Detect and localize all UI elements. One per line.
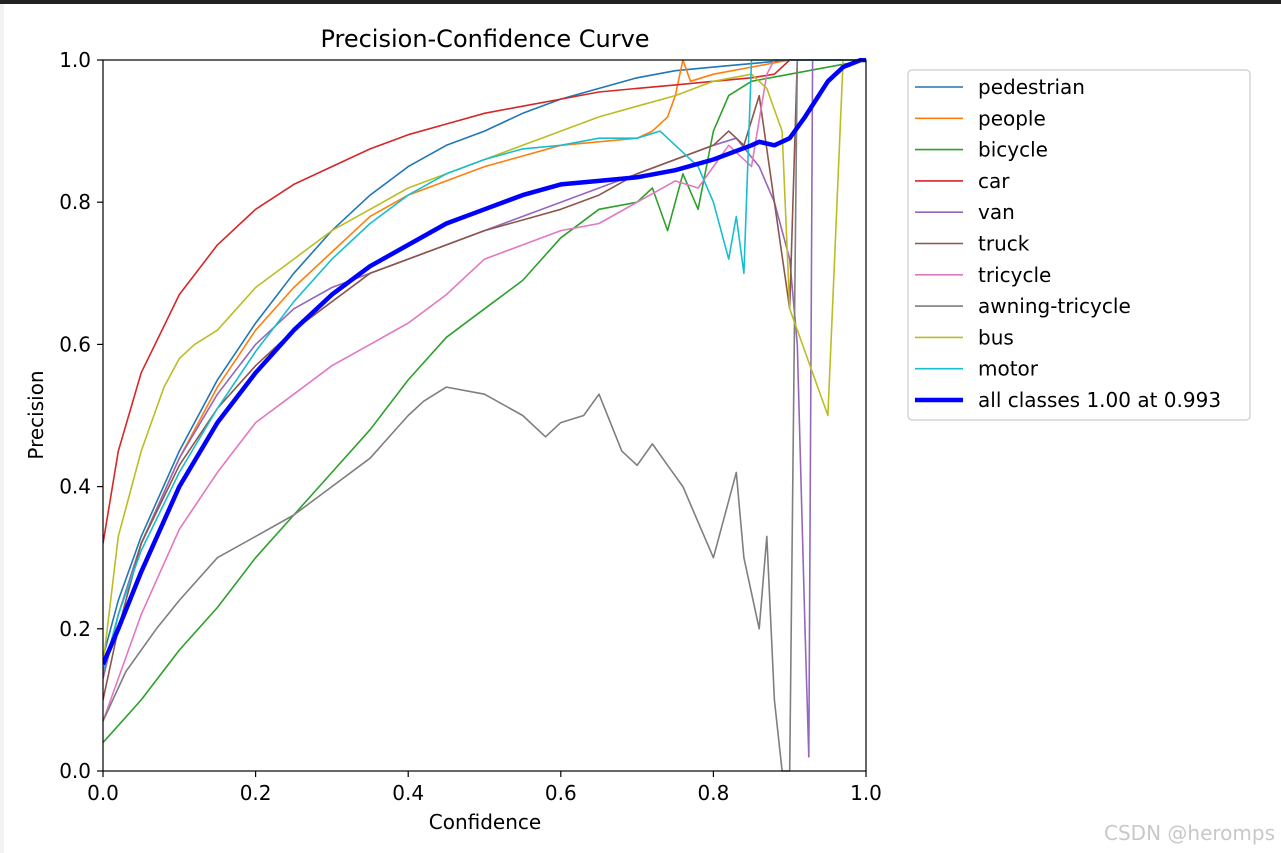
x-axis-label: Confidence [429, 810, 541, 834]
series-line-awning-tricycle [103, 59, 866, 772]
y-tick-label: 0.8 [59, 190, 91, 214]
series-line-car [103, 59, 866, 544]
x-tick-label: 0.0 [87, 781, 119, 805]
x-tick-label: 0.6 [545, 781, 577, 805]
x-tick-label: 1.0 [850, 781, 882, 805]
series-line-all-classes-1-00-at-0-993 [103, 58, 866, 666]
y-tick-label: 0.2 [59, 617, 91, 641]
y-tick-label: 0.0 [59, 759, 91, 783]
legend-label: bus [978, 325, 1014, 349]
chart-title: Precision-Confidence Curve [320, 25, 649, 53]
watermark-text: CSDN @heromps [1104, 821, 1275, 845]
legend-label: tricycle [978, 263, 1051, 287]
legend-label: motor [978, 357, 1039, 381]
legend-label: people [978, 106, 1046, 130]
y-tick-label: 0.6 [59, 332, 91, 356]
legend-label: van [978, 200, 1015, 224]
legend-label: pedestrian [978, 75, 1085, 99]
legend: pedestrian people bicycle car van truck tricyc… [907, 69, 1251, 421]
window-top-bar [0, 0, 1281, 4]
plot-area: 0.0 0.2 0.4 0.6 0.8 1.0 0.0 0.2 0.4 0.6 0.8 1.0 [59, 48, 882, 805]
series-line-pedestrian [103, 59, 866, 658]
series-line-motor [103, 59, 866, 672]
legend-label: car [978, 169, 1010, 193]
legend-label: bicycle [978, 138, 1048, 162]
x-tick-label: 0.4 [392, 781, 424, 805]
legend-label: awning-tricycle [978, 294, 1131, 318]
x-tick-label: 0.8 [697, 781, 729, 805]
legend-label: truck [978, 232, 1030, 256]
y-tick-label: 0.4 [59, 475, 91, 499]
y-axis-label: Precision [24, 370, 48, 459]
legend-box [907, 69, 1251, 421]
window-left-edge [0, 4, 4, 853]
plot-frame [102, 59, 867, 772]
series-line-truck [103, 59, 866, 701]
series-line-bicycle [103, 59, 866, 744]
legend-label: all classes 1.00 at 0.993 [978, 388, 1221, 412]
y-tick-label: 1.0 [59, 48, 91, 72]
series-line-people [103, 59, 866, 679]
series-line-bus [103, 59, 866, 665]
x-tick-label: 0.2 [240, 781, 272, 805]
